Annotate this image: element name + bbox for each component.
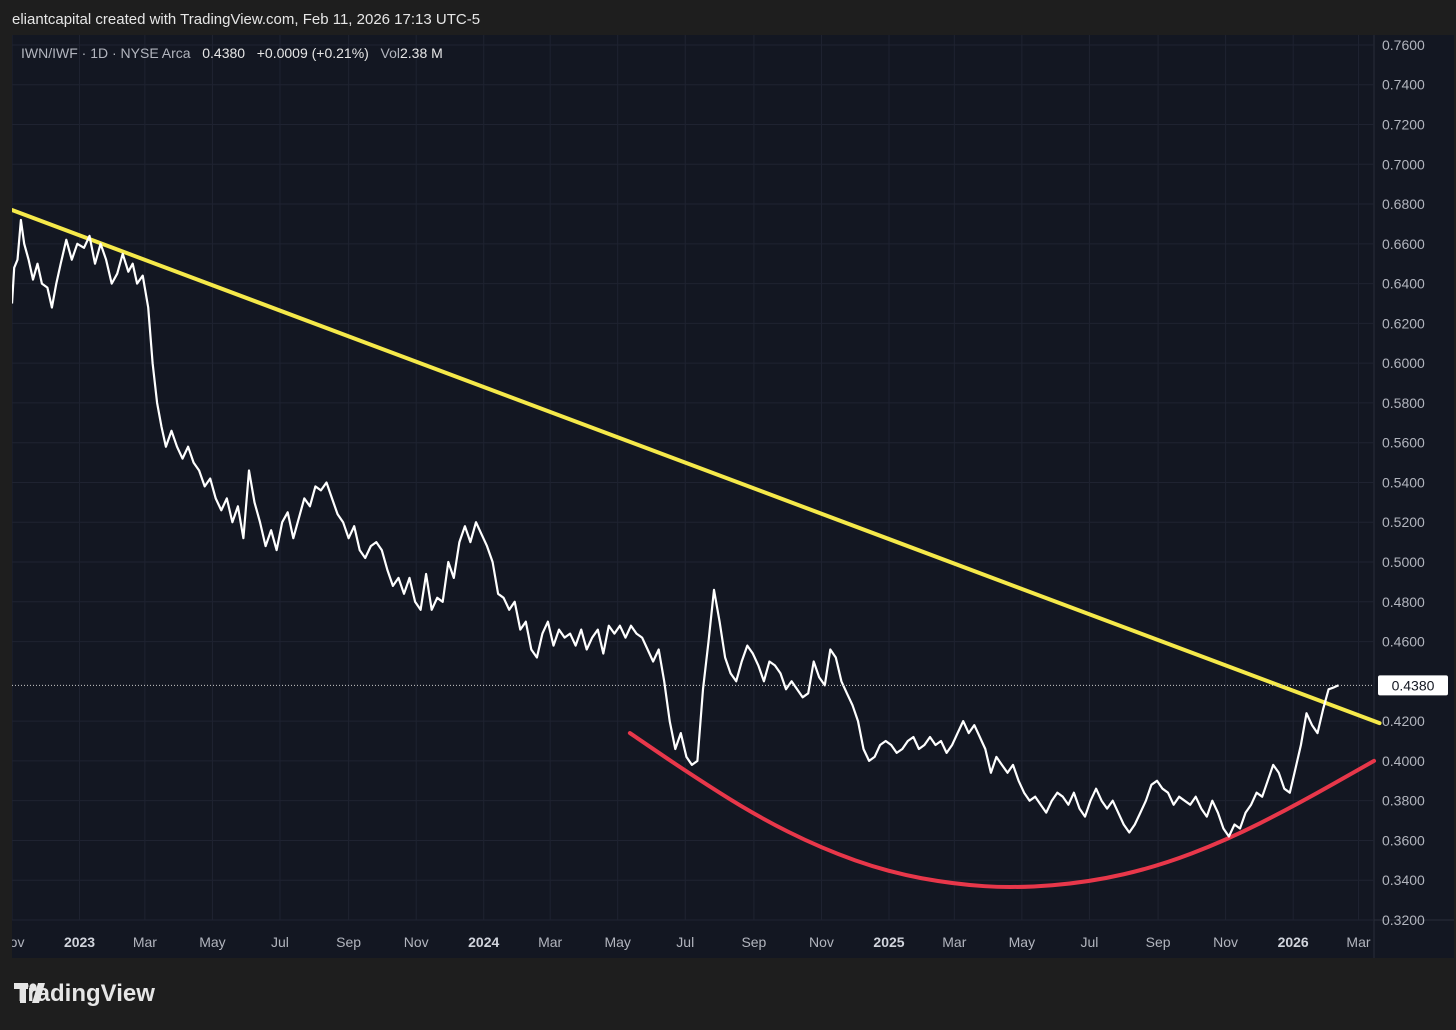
y-tick-label: 0.5400 — [1382, 474, 1425, 490]
legend-last-price: 0.4380 — [202, 45, 246, 61]
y-tick-label: 0.7000 — [1382, 156, 1425, 172]
y-tick-label: 0.7600 — [1382, 37, 1425, 53]
y-tick-label: 0.3600 — [1382, 832, 1425, 848]
x-tick-label: Jul — [271, 934, 289, 950]
y-tick-label: 0.5800 — [1382, 395, 1425, 411]
price-line — [12, 218, 1340, 838]
x-tick-label: Sep — [741, 934, 766, 950]
chart-panel[interactable]: 0.4380 0.7600 0.7400 0.7200 0.7000 0.6800 0.6… — [12, 35, 1454, 958]
legend-volume-value: 2.38 M — [399, 45, 443, 61]
descending-trendline — [12, 208, 1382, 726]
last-price-label-bg — [1378, 675, 1448, 696]
symbol-legend[interactable]: IWN/IWF · 1D · NYSE Arca 0.4380 +0.0009 … — [21, 45, 443, 61]
y-tick-label: 0.4800 — [1382, 594, 1425, 610]
x-tick-label: Nov — [12, 934, 24, 950]
legend-volume-label: Vol — [380, 45, 400, 61]
y-tick-label: 0.5000 — [1382, 554, 1425, 570]
x-tick-label: 2025 — [873, 934, 904, 950]
x-tick-label: Mar — [133, 934, 157, 950]
tradingview-brand[interactable]: TradingView — [14, 980, 155, 1008]
y-tick-label: 0.4600 — [1382, 634, 1425, 650]
x-tick-label: Nov — [404, 934, 429, 950]
x-tick-label: Nov — [809, 934, 834, 950]
y-tick-label: 0.3400 — [1382, 872, 1425, 888]
y-tick-label: 0.6400 — [1382, 276, 1425, 292]
x-tick-label: Nov — [1213, 934, 1238, 950]
y-tick-label: 0.3200 — [1382, 912, 1425, 928]
x-tick-label: May — [604, 934, 630, 950]
price-chart[interactable]: 0.4380 0.7600 0.7400 0.7200 0.7000 0.6800 0.6… — [12, 35, 1454, 958]
x-tick-label: May — [199, 934, 225, 950]
x-tick-label: Sep — [1146, 934, 1171, 950]
y-tick-label: 0.6800 — [1382, 196, 1425, 212]
x-axis: Nov 2023 Mar May Jul Sep Nov 2024 Mar May Jul Sep No… — [12, 934, 1371, 950]
price-series — [12, 218, 1340, 838]
legend-change: +0.0009 (+0.21%) — [256, 45, 369, 61]
y-tick-label: 0.6600 — [1382, 236, 1425, 252]
trendline-path — [12, 208, 1382, 726]
y-tick-label: 0.4200 — [1382, 713, 1425, 729]
y-tick-label: 0.6200 — [1382, 315, 1425, 331]
y-tick-label: 0.7200 — [1382, 116, 1425, 132]
x-tick-label: Sep — [336, 934, 361, 950]
x-tick-label: Mar — [942, 934, 966, 950]
arc-path — [627, 731, 1376, 889]
y-tick-label: 0.5600 — [1382, 435, 1425, 451]
last-price-label: 0.4380 — [1392, 677, 1435, 693]
legend-symbol: IWN/IWF · 1D · NYSE Arca — [21, 45, 191, 61]
x-tick-label: 2026 — [1278, 934, 1309, 950]
x-tick-label: 2023 — [64, 934, 95, 950]
y-axis: 0.7600 0.7400 0.7200 0.7000 0.6800 0.6600 0.64… — [1382, 37, 1425, 928]
x-tick-label: Mar — [1346, 934, 1370, 950]
grid-lines — [12, 35, 1454, 958]
last-price-marker: 0.4380 — [12, 675, 1448, 696]
y-tick-label: 0.4000 — [1382, 753, 1425, 769]
tradingview-logo-icon — [14, 983, 45, 1003]
x-tick-label: May — [1009, 934, 1035, 950]
x-tick-label: Mar — [538, 934, 562, 950]
y-tick-label: 0.7400 — [1382, 77, 1425, 93]
x-tick-label: 2024 — [468, 934, 499, 950]
y-tick-label: 0.5200 — [1382, 514, 1425, 530]
y-tick-label: 0.6000 — [1382, 355, 1425, 371]
rounding-bottom-arc — [627, 731, 1376, 889]
attribution-header: eliantcapital created with TradingView.c… — [12, 11, 481, 28]
x-tick-label: Jul — [676, 934, 694, 950]
x-tick-label: Jul — [1080, 934, 1098, 950]
y-tick-label: 0.3800 — [1382, 793, 1425, 809]
